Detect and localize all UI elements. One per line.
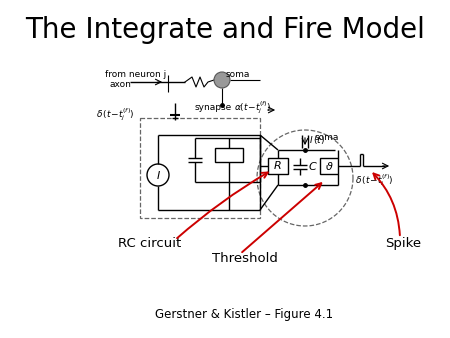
Text: The Integrate and Fire Model: The Integrate and Fire Model (25, 16, 425, 44)
Text: soma: soma (315, 133, 339, 142)
Text: soma: soma (226, 70, 250, 79)
Bar (215, 148, 243, 162)
Text: Spike: Spike (385, 237, 421, 250)
Text: RC circuit: RC circuit (118, 237, 181, 250)
Text: $I$: $I$ (156, 169, 161, 181)
Text: Gerstner & Kistler – Figure 4.1: Gerstner & Kistler – Figure 4.1 (155, 308, 333, 321)
Text: R: R (274, 161, 282, 171)
Circle shape (214, 72, 230, 88)
Text: Threshold: Threshold (212, 252, 278, 265)
Bar (320, 158, 338, 174)
Text: $I\,(t)$: $I\,(t)$ (309, 134, 325, 146)
Bar (268, 158, 288, 174)
Text: $\alpha(t\!-\!t_j^{(f)})$: $\alpha(t\!-\!t_j^{(f)})$ (234, 100, 271, 116)
Text: axon: axon (110, 80, 132, 89)
Text: C: C (309, 162, 317, 172)
Text: $\vartheta$: $\vartheta$ (324, 160, 333, 172)
Circle shape (147, 164, 169, 186)
Bar (140, 118, 260, 218)
Text: from neuron j: from neuron j (105, 70, 166, 79)
Text: synapse: synapse (195, 103, 232, 112)
Text: $\delta\,(t\!-\!t_j^{(f)})$: $\delta\,(t\!-\!t_j^{(f)})$ (96, 107, 135, 123)
Text: $\delta\,(t\!-\!t_i^{(f)})$: $\delta\,(t\!-\!t_i^{(f)})$ (355, 172, 393, 188)
